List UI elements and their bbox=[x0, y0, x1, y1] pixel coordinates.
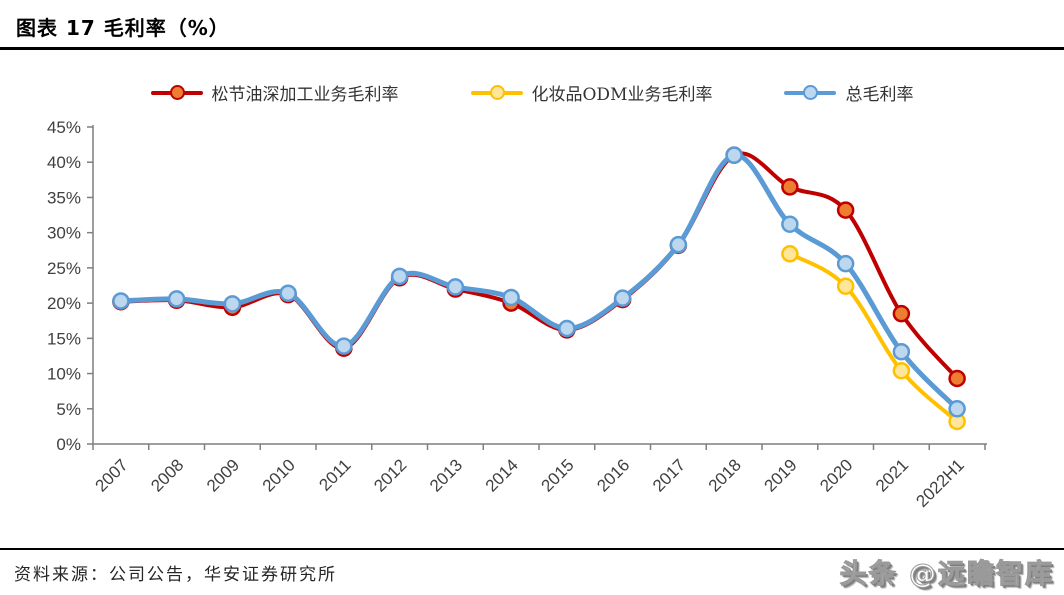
x-tick-label: 2015 bbox=[538, 455, 578, 495]
x-tick-label: 2017 bbox=[649, 455, 689, 495]
series-line-2 bbox=[118, 152, 960, 412]
data-point-series-2 bbox=[167, 290, 186, 308]
source-note: 资料来源：公司公告，华安证券研究所 bbox=[14, 565, 337, 585]
data-point-series-2 bbox=[446, 278, 465, 296]
chart-legend: 松节油深加工业务毛利率 化妆品ODM业务毛利率 总毛利率 bbox=[0, 80, 1064, 105]
y-tick-label: 30% bbox=[47, 224, 81, 243]
data-point-series-2 bbox=[558, 319, 576, 338]
data-point-series-1 bbox=[892, 361, 911, 380]
data-point-series-2 bbox=[613, 289, 632, 307]
title-divider bbox=[0, 47, 1064, 50]
data-point-series-2 bbox=[390, 267, 409, 286]
data-point-series-2 bbox=[502, 288, 520, 307]
legend-label: 总毛利率 bbox=[845, 85, 914, 105]
series-line-1 bbox=[787, 251, 960, 424]
data-point-series-2 bbox=[892, 342, 911, 361]
line-marker-icon bbox=[150, 85, 203, 100]
y-tick-label: 5% bbox=[56, 400, 81, 419]
x-tick-label: 2012 bbox=[370, 455, 410, 495]
x-tick-label: 2014 bbox=[482, 455, 522, 495]
data-point-series-0 bbox=[948, 369, 966, 388]
y-tick-label: 20% bbox=[47, 294, 81, 313]
data-point-series-2 bbox=[112, 292, 130, 310]
x-tick-label: 2016 bbox=[593, 455, 633, 495]
footer-divider bbox=[0, 548, 1064, 550]
x-tick-label: 2007 bbox=[92, 455, 132, 495]
legend-label: 松节油深加工业务毛利率 bbox=[211, 85, 399, 105]
x-tick-label: 2019 bbox=[761, 455, 801, 495]
legend-item-cosmetics-odm: 化妆品ODM业务毛利率 bbox=[470, 80, 713, 105]
data-point-series-2 bbox=[781, 215, 799, 233]
legend-item-total: 总毛利率 bbox=[784, 80, 913, 105]
x-tick-label: 2021 bbox=[872, 455, 912, 495]
series-line-0 bbox=[118, 151, 960, 381]
x-tick-label: 2008 bbox=[147, 455, 187, 495]
data-point-series-0 bbox=[892, 304, 911, 323]
page-title: 图表 17 毛利率（%） bbox=[16, 16, 230, 40]
line-marker-icon bbox=[470, 85, 523, 100]
x-tick-label: 2020 bbox=[816, 455, 856, 495]
y-tick-label: 15% bbox=[47, 329, 81, 348]
x-tick-label: 2011 bbox=[315, 455, 354, 494]
data-point-series-0 bbox=[781, 178, 799, 196]
data-point-series-2 bbox=[223, 295, 242, 313]
x-tick-label: 2018 bbox=[705, 455, 745, 495]
legend-label: 化妆品ODM业务毛利率 bbox=[531, 85, 713, 105]
x-tick-label: 2009 bbox=[203, 455, 243, 495]
data-point-series-2 bbox=[725, 146, 743, 164]
y-tick-label: 40% bbox=[47, 153, 81, 172]
data-point-series-2 bbox=[836, 254, 855, 273]
y-tick-label: 25% bbox=[47, 259, 81, 278]
y-tick-label: 35% bbox=[47, 188, 81, 207]
watermark: 头条 @远瞻智库 bbox=[839, 559, 1054, 591]
data-point-series-1 bbox=[836, 277, 855, 295]
y-tick-label: 10% bbox=[47, 365, 81, 384]
data-point-series-2 bbox=[948, 400, 966, 418]
legend-item-turpentine: 松节油深加工业务毛利率 bbox=[150, 80, 399, 105]
data-point-series-2 bbox=[279, 284, 297, 302]
data-point-series-0 bbox=[836, 201, 855, 219]
data-point-series-1 bbox=[781, 245, 799, 263]
line-marker-icon bbox=[784, 85, 837, 100]
data-point-series-2 bbox=[335, 337, 353, 355]
y-tick-label: 45% bbox=[47, 118, 81, 137]
x-tick-label: 2010 bbox=[259, 455, 299, 495]
data-point-series-2 bbox=[669, 235, 688, 254]
y-tick-label: 0% bbox=[56, 435, 81, 454]
x-tick-label: 2013 bbox=[426, 455, 466, 495]
x-tick-label: 2022H1 bbox=[912, 455, 968, 511]
